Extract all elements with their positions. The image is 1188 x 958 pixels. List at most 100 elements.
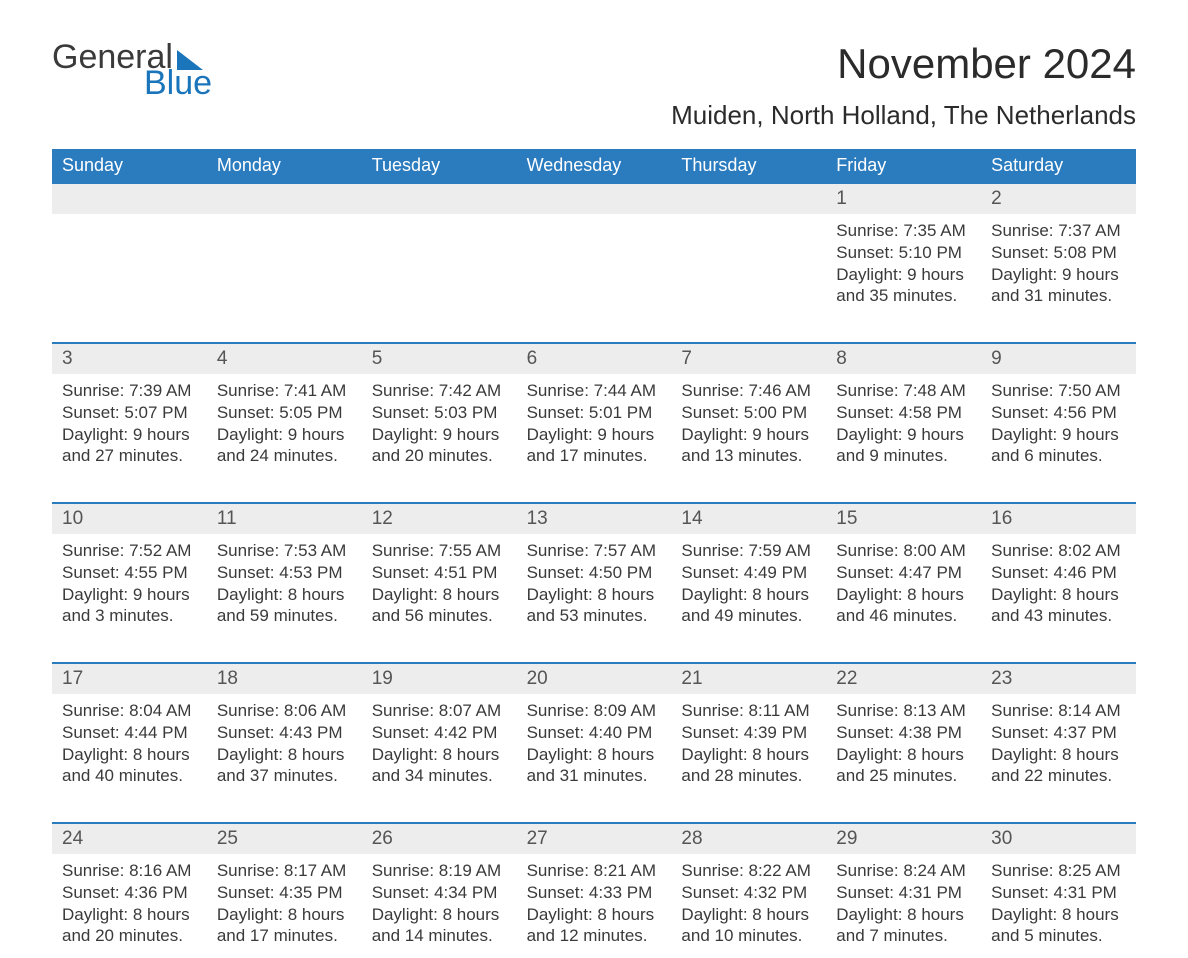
sunrise-text: Sunrise: 8:13 AM [836, 700, 971, 722]
sunset-text: Sunset: 4:56 PM [991, 402, 1126, 424]
header: General Blue November 2024 Muiden, North… [52, 40, 1136, 131]
daylight-text-line1: Daylight: 9 hours [836, 424, 971, 446]
calendar: Sunday Monday Tuesday Wednesday Thursday… [52, 149, 1136, 958]
day-cell: Sunrise: 7:55 AMSunset: 4:51 PMDaylight:… [362, 534, 517, 638]
sunrise-text: Sunrise: 8:21 AM [527, 860, 662, 882]
daynum-row: 10111213141516 [52, 504, 1136, 534]
sunset-text: Sunset: 4:31 PM [836, 882, 971, 904]
daylight-text-line1: Daylight: 8 hours [372, 584, 507, 606]
sunset-text: Sunset: 4:37 PM [991, 722, 1126, 744]
daylight-text-line1: Daylight: 9 hours [836, 264, 971, 286]
day-cell: Sunrise: 8:17 AMSunset: 4:35 PMDaylight:… [207, 854, 362, 958]
daylight-text-line1: Daylight: 9 hours [991, 264, 1126, 286]
sunset-text: Sunset: 4:58 PM [836, 402, 971, 424]
sunrise-text: Sunrise: 7:41 AM [217, 380, 352, 402]
day-number: 24 [52, 824, 207, 854]
day-number: 10 [52, 504, 207, 534]
daylight-text-line2: and 9 minutes. [836, 445, 971, 467]
calendar-week: 10111213141516Sunrise: 7:52 AMSunset: 4:… [52, 502, 1136, 638]
day-number: 1 [826, 184, 981, 214]
weekday-header: Wednesday [517, 149, 672, 184]
daylight-text-line2: and 35 minutes. [836, 285, 971, 307]
sunset-text: Sunset: 5:08 PM [991, 242, 1126, 264]
day-cell: Sunrise: 8:09 AMSunset: 4:40 PMDaylight:… [517, 694, 672, 798]
day-number: 18 [207, 664, 362, 694]
day-cell: Sunrise: 8:11 AMSunset: 4:39 PMDaylight:… [671, 694, 826, 798]
daylight-text-line1: Daylight: 8 hours [527, 744, 662, 766]
daylight-text-line1: Daylight: 8 hours [372, 904, 507, 926]
day-number: 26 [362, 824, 517, 854]
daylight-text-line2: and 53 minutes. [527, 605, 662, 627]
sunrise-text: Sunrise: 8:04 AM [62, 700, 197, 722]
day-number: 2 [981, 184, 1136, 214]
calendar-week: 12Sunrise: 7:35 AMSunset: 5:10 PMDayligh… [52, 184, 1136, 318]
sunset-text: Sunset: 4:55 PM [62, 562, 197, 584]
sunset-text: Sunset: 4:47 PM [836, 562, 971, 584]
logo-word2: Blue [144, 66, 212, 100]
sunset-text: Sunset: 4:46 PM [991, 562, 1126, 584]
sunrise-text: Sunrise: 7:50 AM [991, 380, 1126, 402]
weekday-header: Thursday [671, 149, 826, 184]
sunrise-text: Sunrise: 7:53 AM [217, 540, 352, 562]
sunrise-text: Sunrise: 7:46 AM [681, 380, 816, 402]
day-cell: Sunrise: 8:02 AMSunset: 4:46 PMDaylight:… [981, 534, 1136, 638]
sunset-text: Sunset: 5:05 PM [217, 402, 352, 424]
day-number: 16 [981, 504, 1136, 534]
weekday-header: Saturday [981, 149, 1136, 184]
daynum-row: 24252627282930 [52, 824, 1136, 854]
day-cell: Sunrise: 8:00 AMSunset: 4:47 PMDaylight:… [826, 534, 981, 638]
sunrise-text: Sunrise: 8:25 AM [991, 860, 1126, 882]
day-number [52, 184, 207, 214]
day-number [362, 184, 517, 214]
daylight-text-line1: Daylight: 8 hours [62, 744, 197, 766]
daynum-row: 12 [52, 184, 1136, 214]
day-number: 3 [52, 344, 207, 374]
daylight-text-line1: Daylight: 9 hours [62, 424, 197, 446]
daylight-text-line2: and 7 minutes. [836, 925, 971, 947]
title-block: November 2024 Muiden, North Holland, The… [671, 40, 1136, 131]
sunrise-text: Sunrise: 8:22 AM [681, 860, 816, 882]
calendar-week: 24252627282930Sunrise: 8:16 AMSunset: 4:… [52, 822, 1136, 958]
sunrise-text: Sunrise: 8:09 AM [527, 700, 662, 722]
daylight-text-line1: Daylight: 8 hours [681, 744, 816, 766]
daylight-text-line2: and 25 minutes. [836, 765, 971, 787]
daylight-text-line2: and 24 minutes. [217, 445, 352, 467]
sunset-text: Sunset: 4:39 PM [681, 722, 816, 744]
daylight-text-line2: and 22 minutes. [991, 765, 1126, 787]
sunset-text: Sunset: 4:51 PM [372, 562, 507, 584]
calendar-week: 17181920212223Sunrise: 8:04 AMSunset: 4:… [52, 662, 1136, 798]
daylight-text-line2: and 34 minutes. [372, 765, 507, 787]
sunset-text: Sunset: 4:31 PM [991, 882, 1126, 904]
daylight-text-line1: Daylight: 8 hours [527, 584, 662, 606]
sunrise-text: Sunrise: 7:55 AM [372, 540, 507, 562]
sunset-text: Sunset: 4:53 PM [217, 562, 352, 584]
day-cell: Sunrise: 8:07 AMSunset: 4:42 PMDaylight:… [362, 694, 517, 798]
sunset-text: Sunset: 4:33 PM [527, 882, 662, 904]
sunset-text: Sunset: 4:32 PM [681, 882, 816, 904]
sunset-text: Sunset: 5:10 PM [836, 242, 971, 264]
sunset-text: Sunset: 4:42 PM [372, 722, 507, 744]
weekday-header-row: Sunday Monday Tuesday Wednesday Thursday… [52, 149, 1136, 184]
daylight-text-line1: Daylight: 8 hours [217, 744, 352, 766]
daylight-text-line1: Daylight: 8 hours [836, 904, 971, 926]
day-cell: Sunrise: 7:48 AMSunset: 4:58 PMDaylight:… [826, 374, 981, 478]
daylight-text-line1: Daylight: 9 hours [372, 424, 507, 446]
sunrise-text: Sunrise: 7:48 AM [836, 380, 971, 402]
calendar-week: 3456789Sunrise: 7:39 AMSunset: 5:07 PMDa… [52, 342, 1136, 478]
sunrise-text: Sunrise: 8:24 AM [836, 860, 971, 882]
day-cell: Sunrise: 8:06 AMSunset: 4:43 PMDaylight:… [207, 694, 362, 798]
daylight-text-line2: and 6 minutes. [991, 445, 1126, 467]
weekday-header: Tuesday [362, 149, 517, 184]
day-number: 27 [517, 824, 672, 854]
sunset-text: Sunset: 4:40 PM [527, 722, 662, 744]
daylight-text-line1: Daylight: 8 hours [527, 904, 662, 926]
sunset-text: Sunset: 4:44 PM [62, 722, 197, 744]
sunrise-text: Sunrise: 7:37 AM [991, 220, 1126, 242]
day-number: 6 [517, 344, 672, 374]
day-number: 28 [671, 824, 826, 854]
sunset-text: Sunset: 4:35 PM [217, 882, 352, 904]
day-cell: Sunrise: 7:52 AMSunset: 4:55 PMDaylight:… [52, 534, 207, 638]
day-cell: Sunrise: 7:46 AMSunset: 5:00 PMDaylight:… [671, 374, 826, 478]
day-number: 5 [362, 344, 517, 374]
day-cell [207, 214, 362, 318]
